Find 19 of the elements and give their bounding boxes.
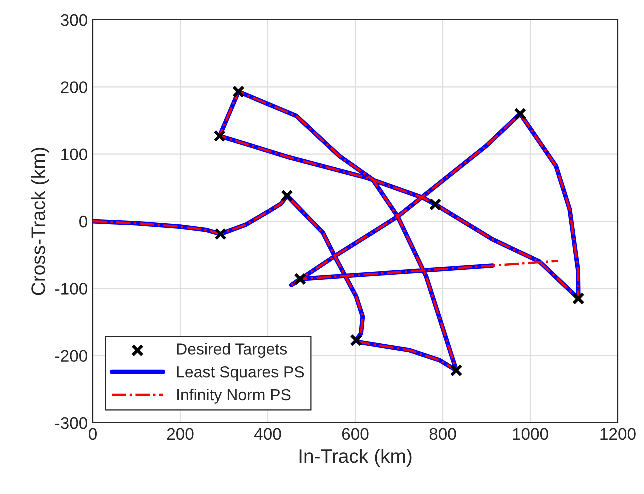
y-axis-title: Cross-Track (km) (31, 148, 50, 296)
legend-label: Least Squares PS (177, 366, 304, 381)
y-tick-label: -100 (56, 283, 88, 295)
y-tick-label: 100 (62, 148, 88, 161)
legend-label: Infinity Norm PS (178, 388, 291, 404)
x-tick-label: 200 (167, 428, 194, 440)
legend-label: Desired Targets (177, 343, 288, 358)
x-tick-label: 1200 (600, 428, 636, 440)
x-tick-label: 1000 (513, 428, 548, 440)
x-axis-title: In-Track (km) (300, 448, 412, 468)
y-tick-label: -300 (56, 417, 88, 430)
y-tick-label: 200 (61, 82, 88, 94)
x-tick-label: 600 (342, 428, 369, 440)
y-tick-label: -200 (56, 350, 88, 362)
x-tick-label: 0 (89, 428, 97, 440)
x-tick-label: 800 (430, 428, 456, 440)
y-tick-label: 0 (80, 216, 88, 228)
y-tick-label: 300 (60, 14, 88, 26)
x-tick-label: 400 (254, 428, 282, 440)
